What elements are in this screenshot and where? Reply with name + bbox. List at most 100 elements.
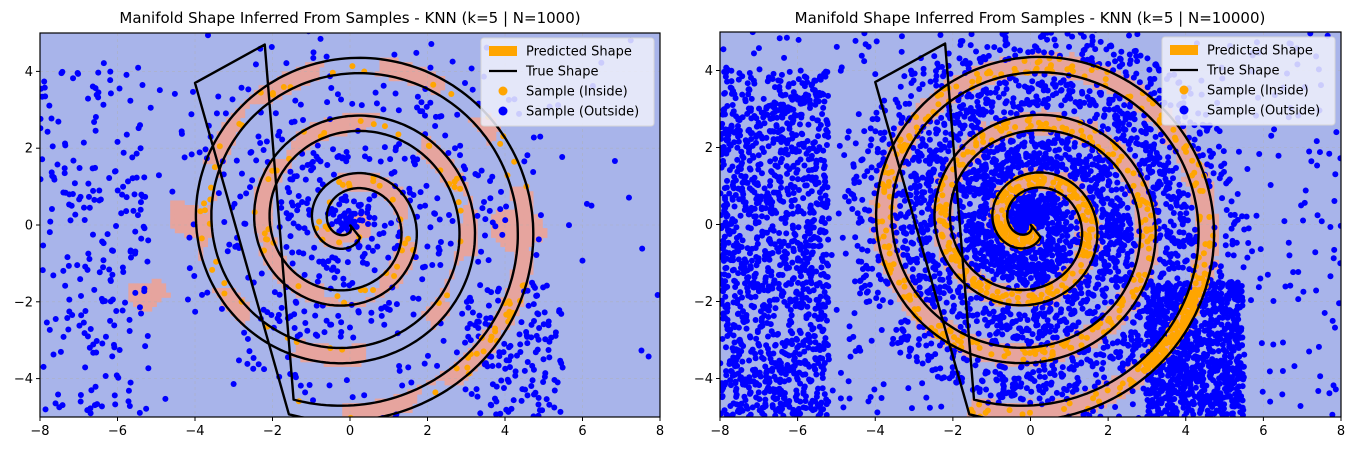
sample-outside xyxy=(296,437,302,443)
predicted-cell xyxy=(458,172,464,178)
sample-outside xyxy=(263,138,270,145)
sample-outside xyxy=(204,289,211,296)
sample-outside xyxy=(343,148,350,155)
predicted-cell xyxy=(952,88,959,95)
predicted-cell xyxy=(272,80,278,86)
predicted-cell xyxy=(439,311,446,317)
predicted-cell xyxy=(1013,292,1019,298)
sample-outside xyxy=(95,94,102,101)
sample-outside xyxy=(789,210,796,217)
predicted-cell xyxy=(1055,121,1061,127)
predicted-cell xyxy=(272,237,278,243)
predicted-cell xyxy=(374,412,381,417)
sample-outside xyxy=(61,165,68,172)
predicted-cell xyxy=(990,125,996,132)
predicted-cell xyxy=(1167,125,1173,132)
predicted-cell xyxy=(1083,79,1089,85)
predicted-cell xyxy=(1027,356,1033,363)
predicted-cell xyxy=(896,283,903,289)
predicted-cell xyxy=(528,191,534,197)
predicted-cell xyxy=(924,319,931,326)
predicted-cell xyxy=(351,126,357,132)
sample-outside xyxy=(305,206,312,213)
predicted-cell xyxy=(356,407,362,413)
predicted-cell xyxy=(1125,384,1131,390)
predicted-cell xyxy=(323,347,329,354)
sample-outside xyxy=(96,187,103,194)
sample-outside xyxy=(85,193,92,200)
sample-outside xyxy=(50,272,57,279)
predicted-cell xyxy=(295,145,301,151)
predicted-cell xyxy=(253,200,260,206)
sample-outside xyxy=(40,363,47,370)
predicted-cell xyxy=(384,181,390,188)
sample-outside xyxy=(310,49,317,56)
predicted-cell xyxy=(1106,88,1112,95)
sample-outside xyxy=(144,332,151,339)
predicted-cell xyxy=(943,181,949,187)
predicted-cell xyxy=(1073,347,1080,353)
predicted-cell xyxy=(1106,79,1112,85)
sample-outside xyxy=(107,298,114,305)
predicted-cell xyxy=(878,167,884,173)
predicted-cell xyxy=(360,347,367,354)
sample-outside xyxy=(120,149,127,156)
predicted-cell xyxy=(412,241,418,248)
sample-inside xyxy=(201,200,208,207)
predicted-cell xyxy=(156,283,162,289)
predicted-cell xyxy=(1134,222,1140,229)
predicted-cell xyxy=(518,205,525,211)
predicted-cell xyxy=(467,251,474,257)
predicted-cell xyxy=(267,94,274,100)
sample-outside xyxy=(229,96,236,103)
predicted-cell xyxy=(346,357,353,363)
sample-outside xyxy=(942,129,949,136)
sample-outside xyxy=(188,111,195,118)
predicted-cell xyxy=(1134,88,1140,95)
predicted-cell xyxy=(1073,352,1080,358)
sample-outside xyxy=(418,99,425,106)
predicted-cell xyxy=(1120,176,1126,182)
sample-outside xyxy=(487,401,494,408)
predicted-cell xyxy=(1087,338,1094,344)
predicted-cell xyxy=(985,352,991,358)
predicted-cell xyxy=(319,122,325,128)
predicted-cell xyxy=(291,278,297,284)
sample-outside xyxy=(306,382,313,389)
predicted-cell xyxy=(1139,93,1145,99)
predicted-cell xyxy=(398,264,404,271)
predicted-cell xyxy=(300,347,306,354)
predicted-cell xyxy=(994,407,1001,413)
predicted-cell xyxy=(1185,306,1192,312)
predicted-cell xyxy=(128,287,134,294)
sample-outside xyxy=(391,245,398,252)
predicted-cell xyxy=(402,237,408,243)
predicted-cell xyxy=(1148,250,1154,256)
sample-outside xyxy=(364,209,371,216)
predicted-cell xyxy=(1069,121,1075,127)
sample-outside xyxy=(332,207,339,214)
predicted-cell xyxy=(924,306,931,312)
predicted-cell xyxy=(156,287,162,294)
sample-inside xyxy=(316,218,323,225)
predicted-cell xyxy=(1204,250,1210,256)
sample-outside xyxy=(66,201,73,208)
predicted-cell xyxy=(360,228,367,234)
sample-outside xyxy=(406,185,413,192)
predicted-cell xyxy=(1032,56,1038,62)
sample-outside xyxy=(48,205,55,212)
sample-outside xyxy=(257,140,264,147)
predicted-cell xyxy=(388,71,394,77)
predicted-cell xyxy=(235,117,241,123)
predicted-cell xyxy=(300,66,306,72)
predicted-cell xyxy=(444,301,450,308)
sample-outside xyxy=(524,152,531,159)
predicted-cell xyxy=(537,218,543,225)
predicted-cell xyxy=(887,162,893,169)
sample-inside xyxy=(511,158,518,165)
predicted-cell xyxy=(1167,343,1173,349)
predicted-cell xyxy=(421,80,427,86)
predicted-cell xyxy=(994,186,1001,192)
predicted-cell xyxy=(295,287,301,294)
predicted-cell xyxy=(990,407,996,413)
